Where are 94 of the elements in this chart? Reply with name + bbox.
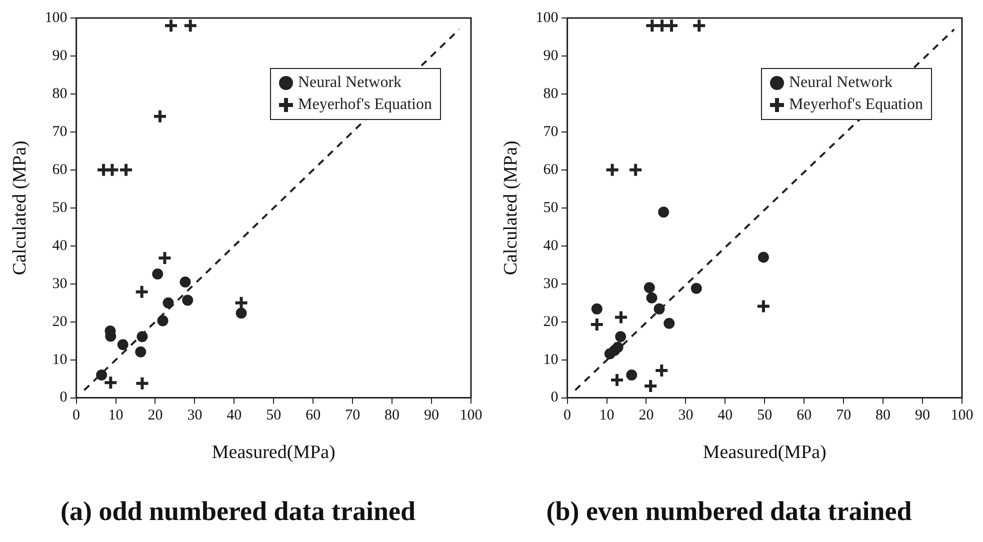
y-axis-title: Calculated (MPa) (500, 140, 522, 276)
point (118, 162, 134, 178)
text: (b) even numbered data trained (546, 496, 912, 526)
x-tick-label: 50 (757, 408, 772, 424)
x-axis-title: Measured(MPa) (212, 442, 336, 464)
y-tick-label: 90 (52, 48, 68, 64)
y-tick-label: 80 (543, 86, 558, 102)
legend-label: Neural Network (298, 73, 402, 93)
y-tick-label: 10 (543, 352, 558, 368)
x-tick-label: 60 (796, 408, 812, 424)
point (756, 298, 771, 314)
x-tick-label: 0 (72, 408, 80, 424)
point (589, 317, 604, 332)
point (152, 268, 164, 280)
point (117, 339, 128, 350)
x-tick-label: 30 (678, 408, 694, 424)
point (692, 18, 707, 34)
y-tick-label: 100 (536, 10, 558, 26)
point (135, 346, 146, 358)
x-tick-label: 70 (345, 408, 360, 424)
x-tick-label: 20 (148, 408, 163, 424)
legend-label: Neural Network (789, 73, 893, 93)
point (664, 18, 679, 34)
point (690, 282, 702, 294)
point (180, 276, 191, 288)
x-tick-label: 10 (599, 408, 614, 424)
x-tick-label: 80 (876, 408, 891, 424)
y-tick-label: 40 (52, 238, 68, 254)
y-tick-label: 70 (543, 124, 558, 140)
point (236, 308, 247, 319)
x-tick-label: 30 (187, 408, 202, 424)
point (162, 297, 174, 308)
point (164, 18, 179, 34)
point (152, 108, 168, 124)
point (610, 372, 625, 388)
y-tick-label: 0 (60, 390, 68, 406)
x-tick-label: 80 (384, 408, 400, 424)
point (182, 294, 194, 306)
point (628, 162, 644, 178)
point (664, 318, 675, 329)
y-tick-label: 10 (52, 352, 68, 368)
y-tick-label: 0 (550, 390, 558, 406)
point (103, 375, 118, 390)
point (758, 252, 769, 263)
text: (a) odd numbered data trained (60, 496, 416, 526)
x-tick-label: 10 (108, 408, 124, 424)
legend-label: Meyerhof's Equation (298, 95, 432, 115)
x-tick-label: 60 (306, 408, 321, 424)
point (157, 315, 168, 326)
point (615, 331, 626, 342)
x-tick-label: 20 (638, 408, 654, 424)
x-axis-title: Measured(MPa) (702, 442, 826, 464)
point (157, 250, 172, 266)
x-tick-label: 40 (226, 408, 242, 424)
x-tick-label: 100 (950, 408, 974, 424)
y-axis-title: Calculated (MPa) (9, 140, 30, 276)
point (136, 331, 148, 342)
x-tick-label: 50 (266, 408, 282, 424)
y-tick-label: 60 (52, 162, 68, 178)
y-tick-label: 80 (52, 86, 68, 102)
y-tick-label: 20 (543, 314, 558, 330)
x-tick-label: 70 (836, 408, 852, 424)
point (604, 162, 620, 178)
point (182, 18, 198, 34)
y-tick-label: 50 (543, 200, 558, 216)
point (612, 342, 624, 353)
point (644, 282, 655, 294)
y-tick-label: 70 (52, 124, 68, 140)
x-tick-label: 100 (460, 408, 482, 424)
point (613, 310, 628, 325)
legend-label: Meyerhof's Equation (789, 95, 923, 115)
y-tick-label: 30 (52, 276, 68, 292)
point (96, 370, 108, 381)
y-tick-label: 50 (52, 200, 68, 216)
point (134, 284, 150, 300)
y-tick-label: 20 (52, 314, 68, 330)
point (626, 370, 638, 381)
x-tick-label: 90 (915, 408, 930, 424)
y-tick-label: 90 (543, 48, 558, 64)
point (654, 362, 670, 378)
x-tick-label: 0 (564, 408, 572, 424)
point (658, 206, 670, 218)
x-tick-label: 40 (718, 408, 733, 424)
y-tick-label: 60 (543, 162, 558, 178)
x-tick-label: 90 (424, 408, 440, 424)
point (591, 303, 602, 314)
point (646, 292, 658, 304)
point (134, 376, 150, 391)
point (104, 162, 120, 178)
y-tick-label: 30 (543, 276, 558, 292)
y-tick-label: 40 (543, 238, 558, 254)
y-tick-label: 100 (44, 10, 68, 26)
point (643, 378, 658, 394)
point (654, 303, 665, 314)
